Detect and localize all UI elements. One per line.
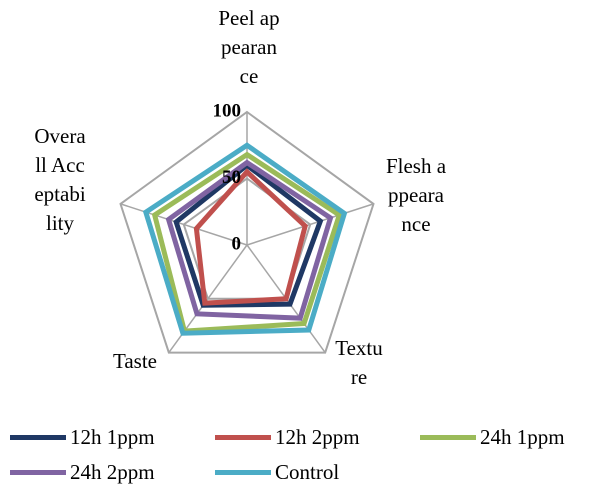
series-line — [151, 151, 343, 334]
series-line — [142, 142, 348, 336]
legend-swatch — [10, 435, 66, 440]
legend-label: 24h 2ppm — [70, 460, 155, 484]
series-line — [165, 159, 334, 321]
grid-line — [119, 110, 375, 354]
tick-label: 0 — [232, 233, 242, 254]
legend-swatch — [10, 470, 66, 475]
legend-swatch — [420, 435, 476, 440]
axis-line — [120, 203, 248, 246]
category-label: Peel appearance — [218, 6, 280, 88]
legend-entry: 24h 1ppm — [420, 425, 565, 450]
legend-swatch — [215, 435, 271, 440]
legend-label: 12h 2ppm — [275, 425, 360, 449]
legend-entry: 24h 2ppm — [10, 460, 155, 485]
legend-label: 24h 1ppm — [480, 425, 565, 449]
series-line — [193, 168, 308, 306]
legend-entry: Control — [215, 460, 339, 485]
legend-label: 12h 1ppm — [70, 425, 155, 449]
category-label: Taste — [112, 349, 157, 373]
legend-swatch — [215, 470, 271, 475]
category-label: Texture — [335, 336, 383, 389]
legend-entry: 12h 2ppm — [215, 425, 360, 450]
tick-label: 50 — [222, 167, 241, 188]
category-label: Flesh appearance — [385, 154, 447, 236]
legend-label: Control — [275, 460, 340, 484]
legend-entry: 12h 1ppm — [10, 425, 155, 450]
tick-label: 100 — [213, 100, 242, 121]
category-label: Overall Acceptability — [34, 124, 86, 235]
axis-line — [246, 203, 374, 246]
series-line — [173, 162, 324, 308]
